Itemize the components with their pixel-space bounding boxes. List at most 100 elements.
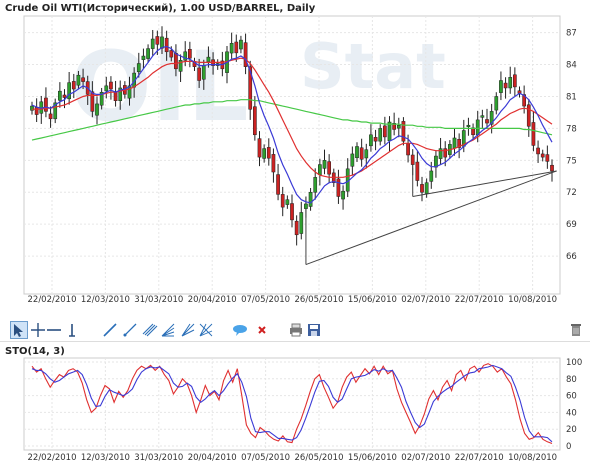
- x-tick-label: 15/06/2010: [348, 295, 397, 305]
- sto-plot-frame: [23, 357, 561, 451]
- candle-down: [164, 37, 169, 53]
- print-icon[interactable]: [288, 322, 304, 338]
- candle-up: [466, 124, 471, 127]
- sto-x-tick-label: 15/06/2010: [348, 453, 397, 463]
- candle-up: [201, 65, 206, 80]
- sto-x-tick-label: 22/07/2010: [455, 453, 504, 463]
- candle-up: [146, 48, 150, 59]
- sto-x-tick-label: 22/02/2010: [28, 453, 77, 463]
- trash-icon[interactable]: [568, 322, 584, 338]
- candle-down: [48, 113, 53, 120]
- candle-down: [531, 122, 536, 146]
- candle-down: [90, 91, 95, 112]
- candle-down: [526, 104, 531, 127]
- sto-y-tick-label: 80: [566, 375, 577, 385]
- fibonacci-arc-tool-icon[interactable]: [180, 322, 196, 338]
- candle-up: [378, 128, 383, 142]
- trend-line[interactable]: [305, 170, 557, 266]
- candle-down: [485, 119, 489, 124]
- candle-down: [294, 220, 299, 236]
- candle-up: [489, 111, 494, 125]
- candle-down: [71, 81, 76, 90]
- candle-up: [30, 105, 34, 111]
- candle-down: [392, 123, 396, 130]
- candle-up: [299, 212, 304, 234]
- sto-x-tick-label: 02/07/2010: [401, 453, 450, 463]
- candle-down: [34, 107, 39, 115]
- y-tick-label: 84: [566, 61, 577, 71]
- ma-mid-line: [32, 57, 553, 178]
- candle-up: [104, 85, 109, 92]
- fibonacci-fan-tool-icon[interactable]: [160, 322, 176, 338]
- gann-fan-tool-icon[interactable]: [198, 322, 214, 338]
- cursor-tool-icon[interactable]: [10, 321, 28, 339]
- price-chart[interactable]: OIL Stat 66 69 72 75 78 81 84 87 22/02/2010 12/03/2…: [0, 0, 590, 318]
- y-tick-label: 78: [566, 124, 577, 134]
- candle-up: [434, 155, 438, 168]
- y-tick-label: 69: [566, 220, 577, 230]
- candle-down: [457, 139, 461, 148]
- candle-down: [415, 161, 420, 181]
- candle-up: [178, 60, 183, 72]
- candle-down: [410, 154, 415, 165]
- candle-down: [420, 184, 424, 193]
- vertical-line-tool-icon[interactable]: [64, 322, 80, 338]
- sto-title: STO(14, 3): [5, 346, 65, 357]
- sto-k-line: [31, 363, 553, 445]
- x-tick-label: 31/03/2010: [134, 295, 183, 305]
- candle-down: [155, 36, 160, 45]
- candle-up: [58, 90, 62, 101]
- sto-d-line: [31, 364, 553, 443]
- trend-line-tool-icon[interactable]: [102, 322, 118, 338]
- channel-tool-icon[interactable]: [142, 322, 158, 338]
- drawing-toolbar: [0, 318, 590, 342]
- candle-down: [545, 154, 550, 162]
- save-icon[interactable]: [306, 322, 322, 338]
- candle-down: [197, 67, 201, 81]
- candle-down: [234, 41, 239, 54]
- comment-tool-icon[interactable]: [232, 322, 248, 338]
- ray-tool-icon[interactable]: [122, 322, 138, 338]
- x-tick-label: 02/07/2010: [401, 295, 450, 305]
- toolbar-separator: [0, 341, 590, 342]
- crosshair-tool-icon[interactable]: [30, 322, 46, 338]
- candle-down: [540, 153, 545, 158]
- candle-up: [508, 77, 513, 89]
- stochastic-chart[interactable]: 0 20 40 60 80 100 22/02/2010 12/03/2010 31/03/20…: [0, 342, 590, 468]
- candle-up: [118, 87, 123, 101]
- candle-down: [406, 143, 410, 156]
- candle-down: [248, 66, 253, 110]
- horizontal-line-tool-icon[interactable]: [46, 322, 62, 338]
- candle-up: [150, 38, 155, 49]
- candle-up: [304, 203, 308, 209]
- candle-up: [136, 63, 141, 73]
- candle-up: [99, 91, 104, 106]
- candle-down: [513, 74, 517, 88]
- candle-up: [369, 134, 373, 147]
- candle-down: [503, 82, 508, 89]
- candle-down: [81, 77, 85, 82]
- watermark-right: Stat: [300, 30, 446, 103]
- sto-y-tick-label: 40: [566, 408, 577, 418]
- trend-line[interactable]: [412, 170, 557, 197]
- candle-up: [262, 148, 266, 159]
- x-tick-label: 12/03/2010: [81, 295, 130, 305]
- candle-up: [206, 56, 211, 63]
- delete-object-icon[interactable]: [254, 322, 270, 338]
- ma-fast-line: [31, 45, 553, 204]
- candle-up: [95, 103, 99, 116]
- candle-down: [522, 94, 526, 107]
- x-tick-label: 22/07/2010: [455, 295, 504, 305]
- sto-x-tick-label: 20/04/2010: [188, 453, 237, 463]
- candle-down: [113, 91, 118, 101]
- candle-up: [499, 80, 503, 93]
- candle-down: [336, 178, 341, 197]
- sto-x-tick-label: 12/03/2010: [81, 453, 130, 463]
- ma-slow-line: [31, 99, 553, 141]
- candle-up: [183, 51, 188, 61]
- candle-down: [550, 164, 554, 172]
- candle-up: [438, 148, 443, 159]
- candle-down: [536, 147, 540, 155]
- candle-up: [452, 137, 457, 149]
- x-tick-label: 07/05/2010: [241, 295, 290, 305]
